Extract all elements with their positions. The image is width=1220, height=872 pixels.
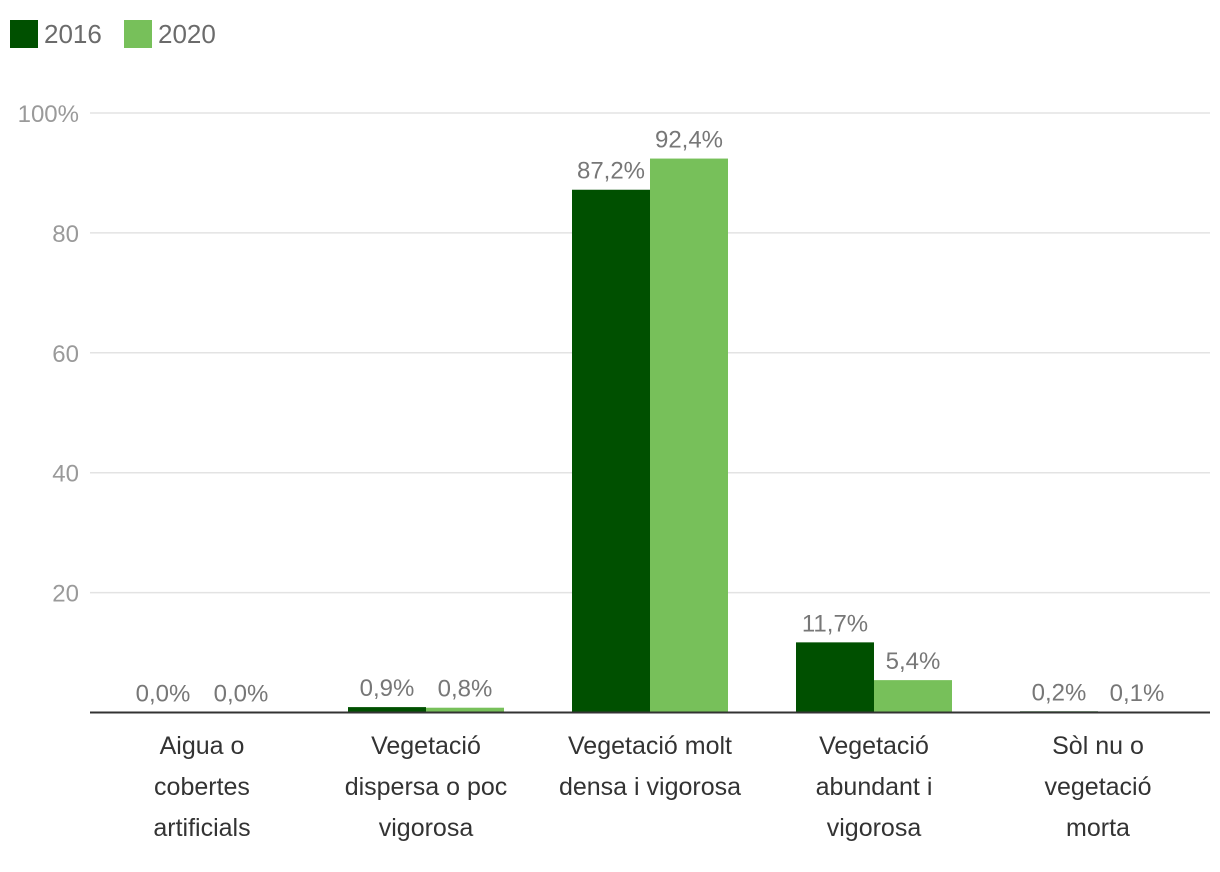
data-label-2016-3: 11,7%: [802, 610, 868, 637]
y-tick-label-100: 100%: [18, 101, 79, 128]
category-label-3: Vegetació abundant i vigorosa: [816, 732, 933, 842]
x-axis-categories: Aigua o cobertes artificials Vegetació dispe…: [153, 732, 1151, 842]
bar-2016-2: [572, 189, 650, 713]
data-labels: 0,0% 0,9% 87,2% 11,7% 0,2% 0,0% 0,8% 92,4% 5,4% 0…: [136, 127, 1165, 708]
y-tick-label-40: 40: [52, 461, 79, 488]
bar-2020-2: [650, 158, 728, 713]
y-tick-label-60: 60: [52, 341, 79, 368]
data-label-2016-0: 0,0%: [136, 681, 191, 708]
bar-2016-3: [796, 642, 874, 713]
legend-swatch-2016: [10, 20, 38, 48]
legend-label-2020: 2020: [158, 19, 216, 49]
category-label-0: Aigua o cobertes artificials: [153, 732, 250, 842]
bar-2016-1: [348, 707, 426, 713]
category-label-2: Vegetació molt densa i vigorosa: [559, 732, 741, 801]
category-label-1: Vegetació dispersa o poc vigorosa: [345, 732, 508, 842]
bar-2020-1: [426, 707, 504, 713]
legend-label-2016: 2016: [44, 19, 102, 49]
data-label-2016-1: 0,9%: [360, 675, 415, 702]
y-axis-ticks: 20 40 60 80 100%: [18, 101, 79, 608]
legend: 2016 2020: [10, 19, 216, 49]
data-label-2020-2: 92,4%: [655, 127, 723, 154]
data-label-2016-2: 87,2%: [577, 158, 645, 185]
bars: [348, 158, 1176, 713]
data-label-2020-3: 5,4%: [886, 648, 941, 675]
legend-swatch-2020: [124, 20, 152, 48]
data-label-2020-1: 0,8%: [438, 676, 493, 703]
y-tick-label-20: 20: [52, 581, 79, 608]
bar-2020-3: [874, 680, 952, 713]
y-tick-label-80: 80: [52, 221, 79, 248]
data-label-2020-4: 0,1%: [1110, 680, 1165, 707]
category-label-4: Sòl nu o vegetació morta: [1044, 732, 1151, 842]
data-label-2016-4: 0,2%: [1032, 679, 1087, 706]
data-label-2020-0: 0,0%: [214, 681, 269, 708]
